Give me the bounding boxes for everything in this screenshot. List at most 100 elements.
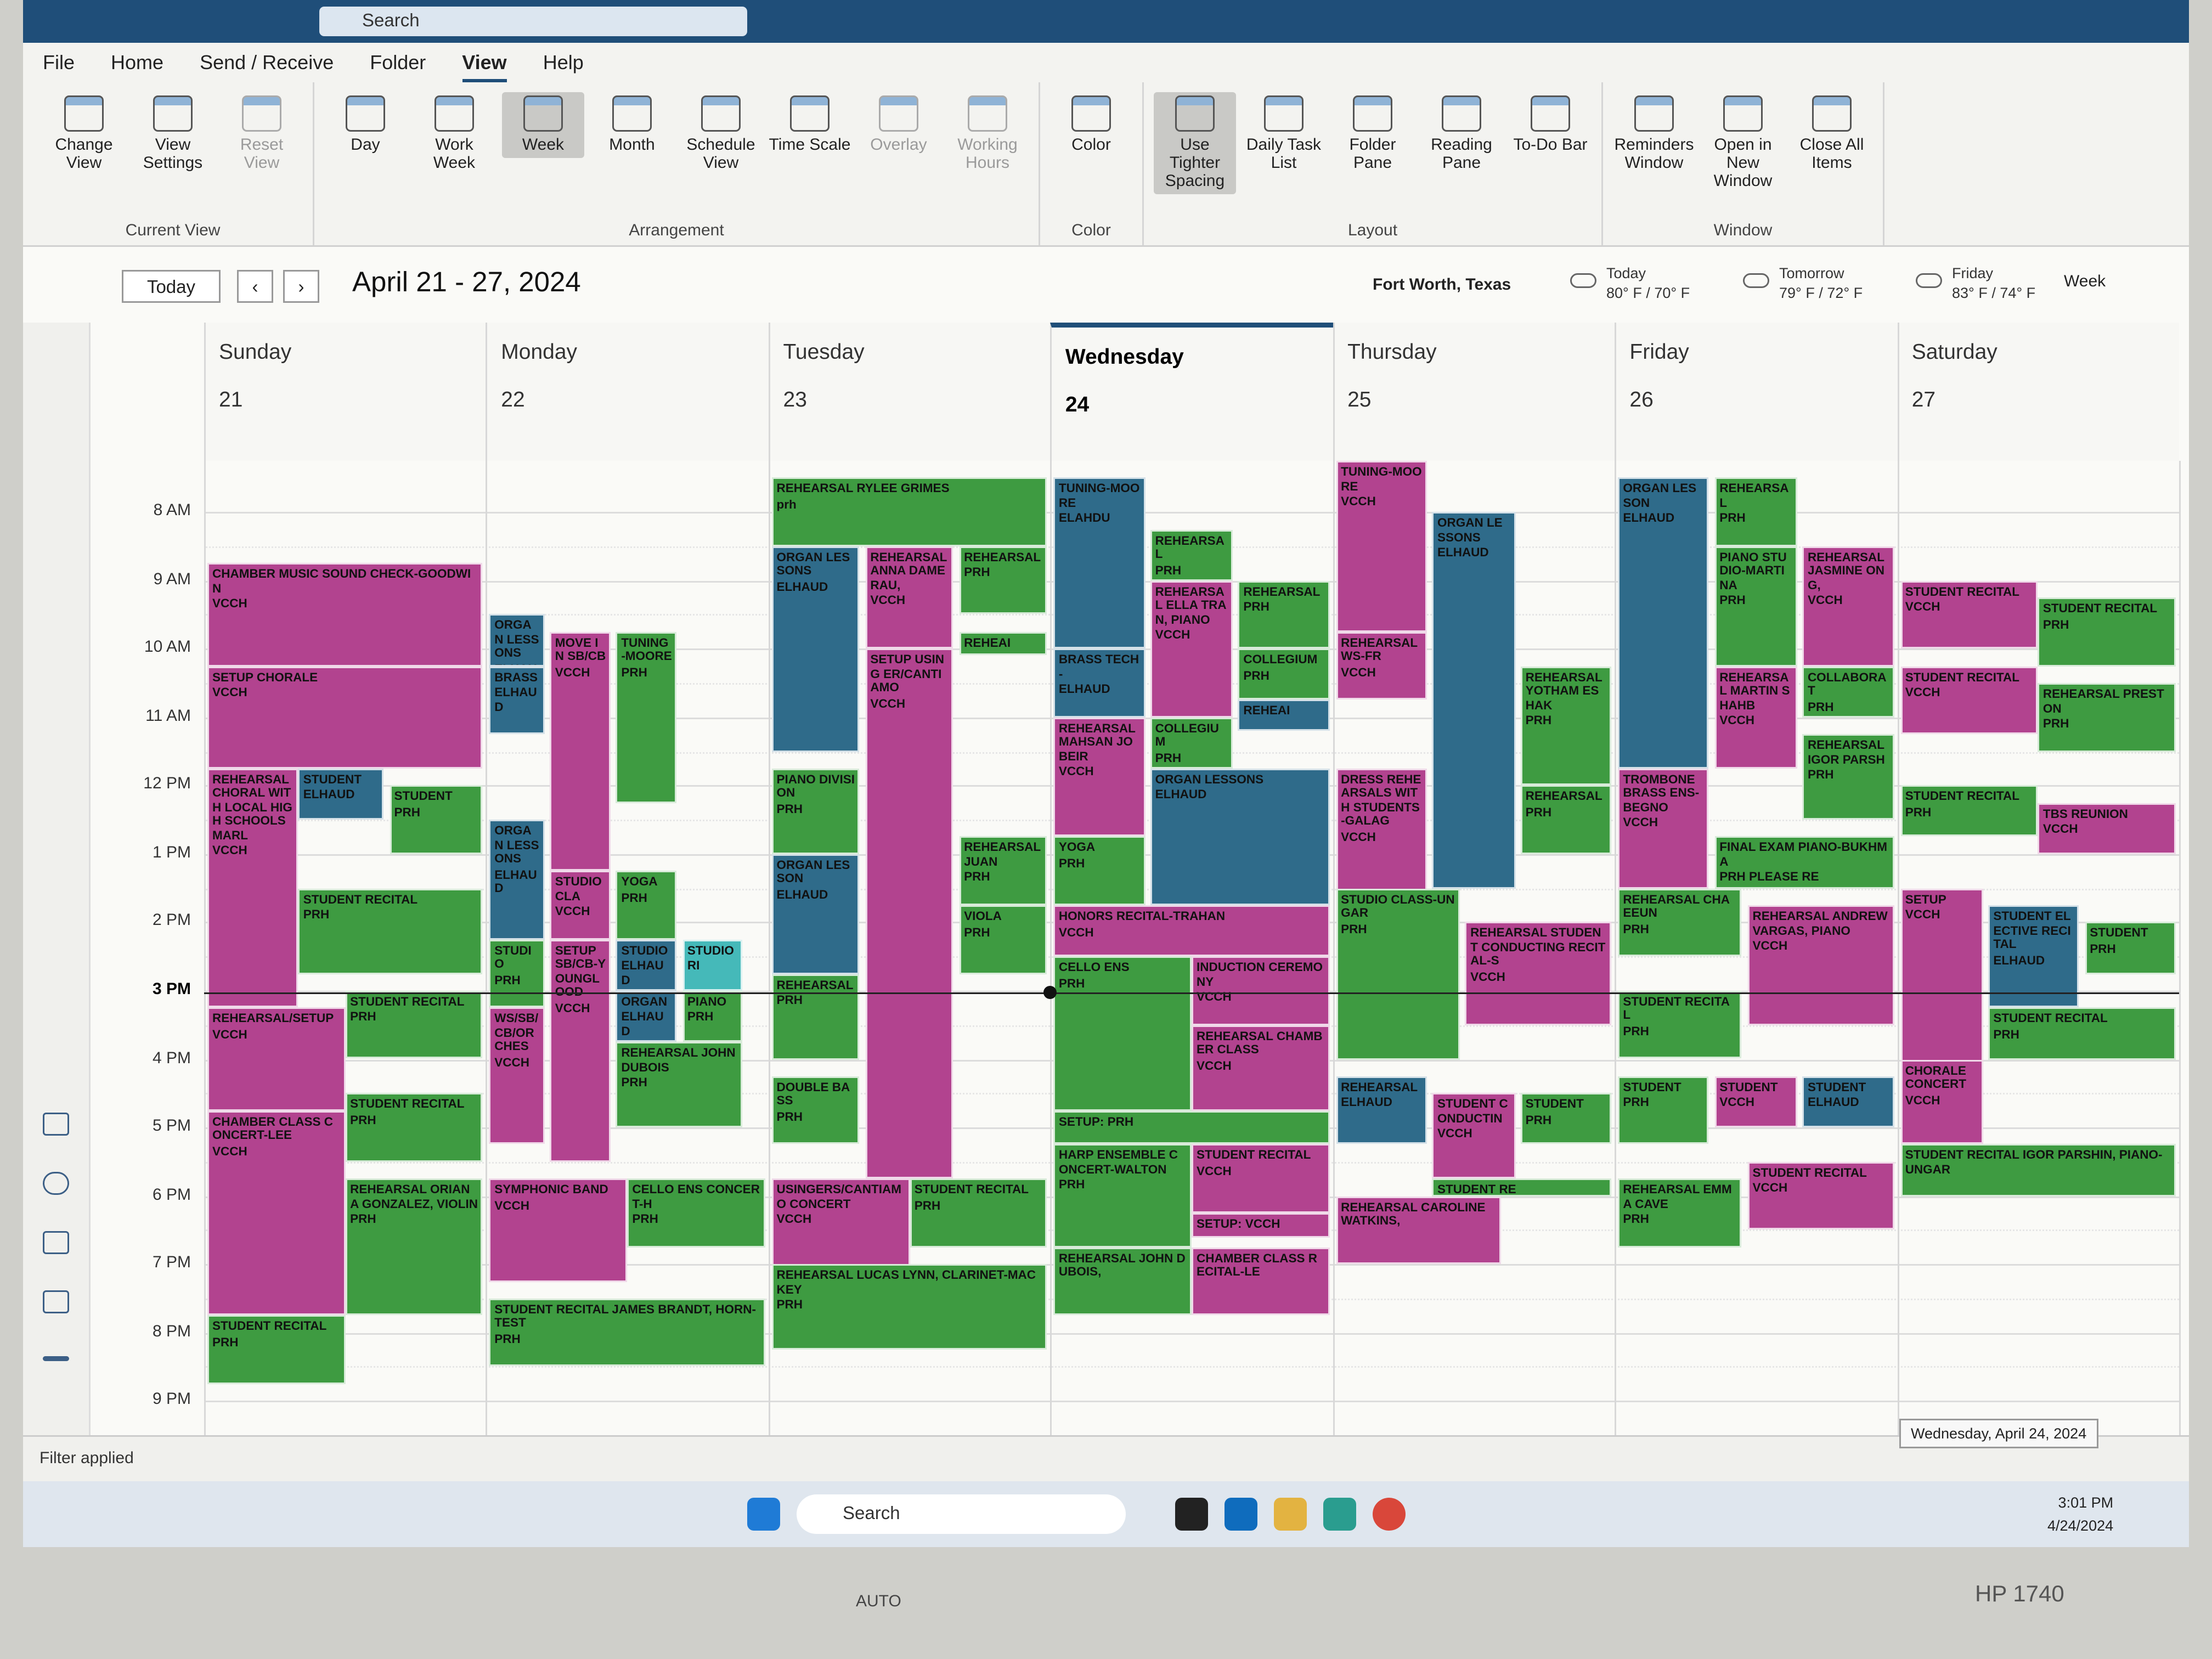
- calendar-event[interactable]: PIANO PRH: [682, 990, 743, 1042]
- ribbon-tab[interactable]: View: [462, 43, 507, 82]
- calendar-event[interactable]: CELLO ENS PRH: [1053, 956, 1192, 1110]
- ribbon-button[interactable]: Reminders Window: [1613, 92, 1695, 176]
- calendar-event[interactable]: REHEARSAL PRH: [771, 973, 860, 1059]
- calendar-event[interactable]: TROMBONE BRASS ENS-BEGNO VCCH: [1618, 768, 1709, 888]
- calendar-event[interactable]: PIANO STUDIO-MARTINA PRH: [1714, 546, 1797, 666]
- calendar-event[interactable]: STUDENT RECITAL PRH: [345, 990, 483, 1059]
- calendar-event[interactable]: COLLABORAT PRH: [1802, 665, 1894, 718]
- calendar-event[interactable]: REHEARSAL MARTIN SHAHB VCCH: [1714, 665, 1797, 769]
- app-icon[interactable]: [1274, 1498, 1307, 1531]
- calendar-event[interactable]: REHEARSAL PRESTON PRH: [2038, 683, 2176, 752]
- previous-button[interactable]: ‹: [237, 270, 273, 303]
- ribbon-tab[interactable]: Home: [111, 51, 164, 74]
- calendar-event[interactable]: REHEARSAL ELLA TRAN, PIANO VCCH: [1150, 580, 1233, 718]
- calendar-event[interactable]: REHEARSAL MAHSAN JOBEIR VCCH: [1053, 717, 1145, 837]
- calendar-event[interactable]: CHORALE CONCERT VCCH: [1900, 1059, 1983, 1145]
- calendar-event[interactable]: SETUP USING ER/CANTIAMO VCCH: [865, 648, 954, 1179]
- ribbon-button[interactable]: Change View: [43, 92, 125, 176]
- calendar-event[interactable]: REHEARSAL STUDENT CONDUCTING RECITAL-S VC…: [1465, 922, 1612, 1025]
- clock[interactable]: 3:01 PM 4/24/2024: [2047, 1491, 2113, 1537]
- ribbon-button[interactable]: Schedule View: [680, 92, 762, 176]
- calendar-event[interactable]: STUDENT VCCH: [1714, 1076, 1797, 1128]
- more-icon[interactable]: [43, 1356, 69, 1361]
- ribbon-button[interactable]: To-Do Bar: [1509, 92, 1592, 158]
- calendar-event[interactable]: REHEARSAL CHORAL WITH LOCAL HIGH SCHOOLS…: [207, 768, 298, 1008]
- calendar-event[interactable]: STUDIO PRH: [489, 939, 545, 1008]
- ribbon-tab[interactable]: Send / Receive: [200, 51, 334, 74]
- calendar-event[interactable]: REHEARSAL ORIANA GONZALEZ, VIOLIN PRH: [345, 1178, 483, 1316]
- ribbon-button[interactable]: Time Scale: [769, 92, 851, 158]
- calendar-event[interactable]: STUDENT RECITAL VCCH: [1900, 665, 2038, 735]
- calendar-event[interactable]: REHEAI: [959, 631, 1047, 656]
- calendar-event[interactable]: REHEARSAL ANNA DAMERAU, VCCH: [865, 546, 954, 649]
- next-button[interactable]: ›: [283, 270, 319, 303]
- ribbon-button[interactable]: Close All Items: [1791, 92, 1873, 176]
- ribbon-button[interactable]: Color: [1050, 92, 1132, 158]
- ribbon-button[interactable]: Open in New Window: [1702, 92, 1784, 194]
- calendar-event[interactable]: REHEARSAL PRH: [1150, 529, 1233, 581]
- calendar-event[interactable]: STUDENT RECITAL PRH: [2038, 597, 2176, 666]
- calendar-event[interactable]: HONORS RECITAL-TRAHAN VCCH: [1053, 905, 1330, 957]
- calendar-event[interactable]: COLLEGIUM PRH: [1238, 648, 1330, 701]
- calendar-event[interactable]: REHEARSAL YOTHAM ESHAK PRH: [1520, 665, 1612, 786]
- calendar-event[interactable]: TUNING-MOORE ELAHDU: [1053, 478, 1145, 649]
- calendar-event[interactable]: TBS REUNION VCCH: [2038, 803, 2176, 854]
- ribbon-button[interactable]: Use Tighter Spacing: [1154, 92, 1236, 194]
- calendar-event[interactable]: STUDENT RECITAL VCCH: [1900, 580, 2038, 649]
- calendar-event[interactable]: YOGA PRH: [1053, 837, 1145, 906]
- calendar-event[interactable]: STUDENT RECITAL PRH: [1900, 785, 2038, 837]
- calendar-event[interactable]: STUDENT ELECTIVE RECITAL ELHAUD: [1988, 905, 2080, 1008]
- calendar-event[interactable]: CHAMBER CLASS CONCERT-LEE VCCH: [207, 1110, 346, 1316]
- view-selector[interactable]: Week: [2064, 273, 2106, 291]
- calendar-event[interactable]: STUDIO ELHAUD: [616, 939, 677, 991]
- calendar-event[interactable]: ORGAN ELHAUD: [616, 990, 677, 1042]
- calendar-event[interactable]: REHEARSAL LUCAS LYNN, CLARINET-MACKEY PRH: [771, 1264, 1047, 1350]
- calendar-event[interactable]: SETUP SB/CB-YOUNGLOOD VCCH: [550, 939, 611, 1162]
- calendar-event[interactable]: BRASS ELHAUD: [489, 665, 545, 735]
- calendar-event[interactable]: STUDENT ELHAUD: [1802, 1076, 1894, 1128]
- people-icon[interactable]: [43, 1172, 69, 1195]
- ribbon-tab[interactable]: Help: [543, 51, 584, 74]
- start-button[interactable]: [747, 1498, 780, 1531]
- tasks-icon[interactable]: [43, 1231, 69, 1254]
- calendar-event[interactable]: STUDENT ELHAUD: [298, 768, 384, 820]
- calendar-event[interactable]: REHEARSAL CAROLINE WATKINS,: [1336, 1195, 1502, 1265]
- calendar-event[interactable]: STUDENT PRH: [1520, 1093, 1612, 1145]
- ribbon-button[interactable]: View Settings: [132, 92, 214, 176]
- calendar-event[interactable]: REHEARSAL JOHN DUBOIS,: [1053, 1247, 1192, 1316]
- ribbon-button[interactable]: Week: [502, 92, 584, 158]
- today-button[interactable]: Today: [122, 270, 221, 303]
- calendar-event[interactable]: STUDENT RECITAL VCCH: [1747, 1161, 1894, 1231]
- ribbon-button[interactable]: Folder Pane: [1331, 92, 1414, 176]
- calendar-event[interactable]: REHEARSAL PRH: [1714, 478, 1797, 546]
- ribbon-button[interactable]: Day: [324, 92, 407, 158]
- calendar-event[interactable]: BRASS TECH- ELHAUD: [1053, 648, 1145, 718]
- calendar-event[interactable]: STUDIO CLASS-UNGAR PRH: [1336, 888, 1460, 1059]
- calendar-event[interactable]: STUDIO CLA VCCH: [550, 871, 611, 940]
- calendar-event[interactable]: REHEARSAL ANDREW VARGAS, PIANO VCCH: [1747, 905, 1894, 1025]
- calendar-event[interactable]: PIANO DIVISION PRH: [771, 768, 860, 854]
- calendar-event[interactable]: STUDENT RECITAL PRH: [345, 1093, 483, 1162]
- calendar-event[interactable]: SETUP: VCCH: [1192, 1212, 1330, 1237]
- calendar-event[interactable]: STUDENT RECITAL PRH: [1618, 990, 1742, 1059]
- mail-icon[interactable]: [43, 1290, 69, 1313]
- calendar-event[interactable]: FINAL EXAM PIANO-BUKHMA PRH PLEASE RE: [1714, 837, 1894, 888]
- calendar-event[interactable]: REHEARSAL RYLEE GRIMES prh: [771, 478, 1047, 546]
- calendar-event[interactable]: SYMPHONIC BAND VCCH: [489, 1178, 628, 1282]
- calendar-event[interactable]: COLLEGIUM PRH: [1150, 717, 1233, 769]
- calendar-event[interactable]: SETUP CHORALE VCCH: [207, 665, 483, 769]
- calendar-event[interactable]: TUNING-MOORE PRH: [616, 631, 677, 803]
- calendar-event[interactable]: REHEARSAL JASMINE ONG, VCCH: [1802, 546, 1894, 666]
- calendar-event[interactable]: STUDENT RECITAL PRH: [207, 1315, 346, 1384]
- calendar-icon[interactable]: [43, 1113, 69, 1136]
- calendar-event[interactable]: STUDENT PRH: [1618, 1076, 1709, 1145]
- calendar-event[interactable]: INDUCTION CEREMONY VCCH: [1192, 956, 1330, 1025]
- calendar-event[interactable]: STUDENT PRH: [2085, 922, 2176, 974]
- app-icon[interactable]: [1224, 1498, 1257, 1531]
- calendar-event[interactable]: REHEARSAL JOHN DUBOIS PRH: [616, 1042, 743, 1128]
